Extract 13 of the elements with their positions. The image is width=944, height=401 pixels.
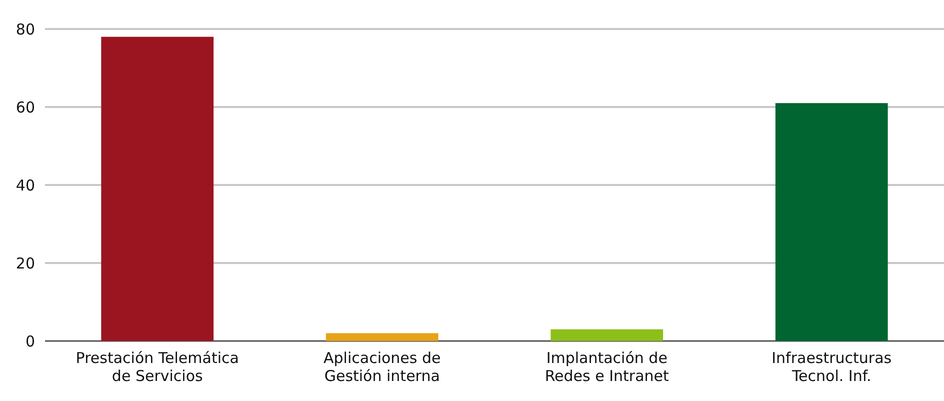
bar: [775, 103, 888, 341]
x-tick-label: Infraestructuras Tecnol. Inf.: [772, 349, 892, 385]
y-tick-label: 60: [16, 98, 35, 116]
y-tick-label: 20: [16, 254, 35, 272]
x-tick-label: Implantación de Redes e Intranet: [544, 349, 670, 385]
bar: [101, 36, 214, 341]
x-tick-label: Prestación Telemática de Servicios: [76, 349, 239, 385]
y-tick-label: 40: [16, 176, 35, 194]
bar: [326, 333, 438, 341]
y-tick-label: 0: [25, 332, 35, 350]
x-tick-label: Aplicaciones de Gestión interna: [324, 349, 441, 385]
y-tick-label: 80: [16, 20, 35, 38]
bar: [550, 329, 664, 341]
